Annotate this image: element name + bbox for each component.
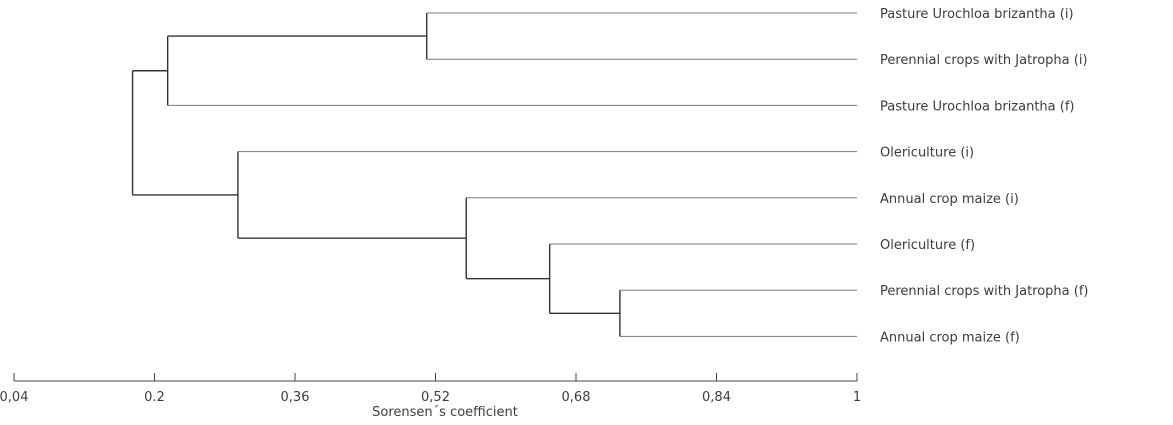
leaf-label: Olericulture (f) [880,238,975,253]
leaf-label: Annual crop maize (f) [880,330,1020,345]
x-tick-label: 0,68 [562,390,591,405]
x-tick-label: 0,84 [702,390,731,405]
x-tick-label: 0,36 [281,390,310,405]
leaf-label: Olericulture (i) [880,146,974,161]
x-axis: 0,04 0.2 0,36 0,52 0,68 0,84 1 [0,373,861,405]
leaf-label: Pasture Urochloa brizantha (f) [880,99,1075,114]
leaf-label: Annual crop maize (i) [880,192,1019,207]
x-tick-label: 1 [853,390,861,405]
leaf-label: Pasture Urochloa brizantha (i) [880,7,1074,22]
leaf-label: Perennial crops with Jatropha (i) [880,53,1088,68]
x-tick-label: 0,52 [421,390,450,405]
x-axis-title: Sorensen´s coefficient [372,405,518,420]
dendrogram-branches [131,12,857,337]
leaf-labels: Pasture Urochloa brizantha (i) Perennial … [880,7,1088,345]
leaf-label: Perennial crops with Jatropha (f) [880,284,1088,299]
x-tick-label: 0,04 [0,390,28,405]
x-tick-label: 0.2 [144,390,165,405]
